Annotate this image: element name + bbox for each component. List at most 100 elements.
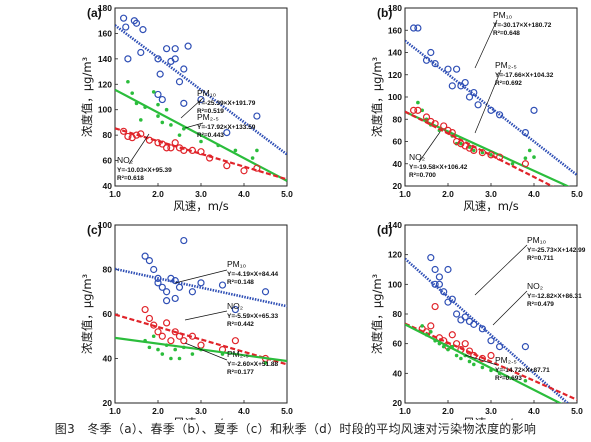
r2-label: R²=0.148 [227,279,254,286]
data-point [175,332,184,340]
equation-label: Y=-10.03×X+95.39 [117,167,172,174]
data-point [163,45,171,53]
fit-line-pm25 [405,323,563,403]
data-point [158,332,166,340]
y-tick-label: 160 [98,28,112,38]
y-axis-title: 浓度值，μg/m³ [370,273,384,354]
data-point [441,344,446,349]
data-point [446,347,450,352]
data-point [474,101,482,109]
x-axis-title: 风速，m/s [463,199,519,213]
fit-line-pm10 [405,257,570,403]
data-point [231,305,239,314]
leader-line [184,122,204,129]
y-tick-label: 80 [393,309,403,319]
data-point [523,378,528,383]
fit-line-pm10 [115,267,287,308]
data-point [154,90,162,99]
data-point [158,140,166,148]
data-point [177,356,182,361]
y-tick-label: 60 [103,309,113,319]
data-point [171,55,179,63]
leader-line [474,244,528,296]
data-point [463,353,468,358]
data-point [478,149,486,157]
equation-label: Y=-17.92×X+133.59 [197,124,256,131]
data-point [467,359,472,364]
data-point [530,106,538,114]
equation-label: Y=-14.72×X+87.71 [495,367,550,374]
data-point [143,338,147,343]
series-label: PM₁₀ [493,10,513,20]
data-point [150,265,158,274]
data-point [190,352,195,356]
x-tick-label: 5.0 [281,189,293,199]
chart-panel-b: 1.0 2.0 3.0 4.0 5.0 20 40 60 80 100 120 140 160 180 风速… [370,3,583,213]
data-point [188,146,196,154]
data-point [489,368,493,373]
data-point [487,151,495,159]
r2-label: R²=0.442 [227,321,254,328]
data-point [461,340,469,348]
x-tick-label: 5.0 [571,406,583,416]
data-point [163,144,171,152]
r2-label: R²=0.648 [493,30,520,37]
data-point [188,288,196,296]
data-point [218,281,227,289]
y-tick-label: 180 [388,3,402,13]
data-point [141,305,149,314]
leader-line [418,131,441,163]
leader-line [474,19,498,69]
data-point [150,321,158,329]
data-point [160,120,165,125]
y-tick-label: 120 [98,79,112,89]
data-point [171,294,179,303]
data-point [156,347,160,352]
data-point [472,148,476,153]
equation-label: Y=-19.58×X+106.42 [409,164,468,171]
x-tick-label: 5.0 [571,189,583,199]
x-tick-label: 1.0 [399,189,411,199]
y-axis-title: 浓度值，μg/m³ [80,56,94,137]
leader-line [128,133,150,165]
data-point [158,283,166,291]
data-point [173,347,177,352]
data-point [465,93,474,101]
r2-label: R²=0.177 [227,369,254,376]
data-point [132,131,141,139]
y-tick-label: 40 [103,181,113,191]
series-label: PM₁₀ [527,235,547,245]
data-point [470,88,478,97]
data-point [487,351,495,360]
data-point [433,338,437,343]
data-point [177,133,182,137]
data-point [261,288,270,296]
data-point [134,101,139,106]
x-tick-label: 5.0 [281,406,293,416]
x-tick-label: 3.0 [485,189,497,199]
leader-line [492,290,528,326]
data-point [416,100,420,105]
x-tick-label: 2.0 [442,189,454,199]
data-point [171,277,179,285]
y-axis-title: 浓度值，μg/m³ [370,56,384,137]
chart-panel-c: 1.0 2.0 3.0 4.0 5.0 20 40 60 80 100 风速，m/s 浓度值，μg/m… [80,220,293,420]
data-point [459,356,463,361]
data-point [180,146,188,154]
data-point [119,14,128,22]
data-point [169,356,173,361]
fit-line-pm10 [115,24,287,156]
data-point [435,280,443,288]
data-point [167,144,175,152]
data-point [472,362,476,367]
data-point [487,106,495,114]
panel-label: (a) [87,6,102,20]
data-point [440,122,448,130]
data-point [437,341,442,346]
y-tick-label: 120 [388,70,402,80]
series-label: NO₂ [527,281,543,291]
